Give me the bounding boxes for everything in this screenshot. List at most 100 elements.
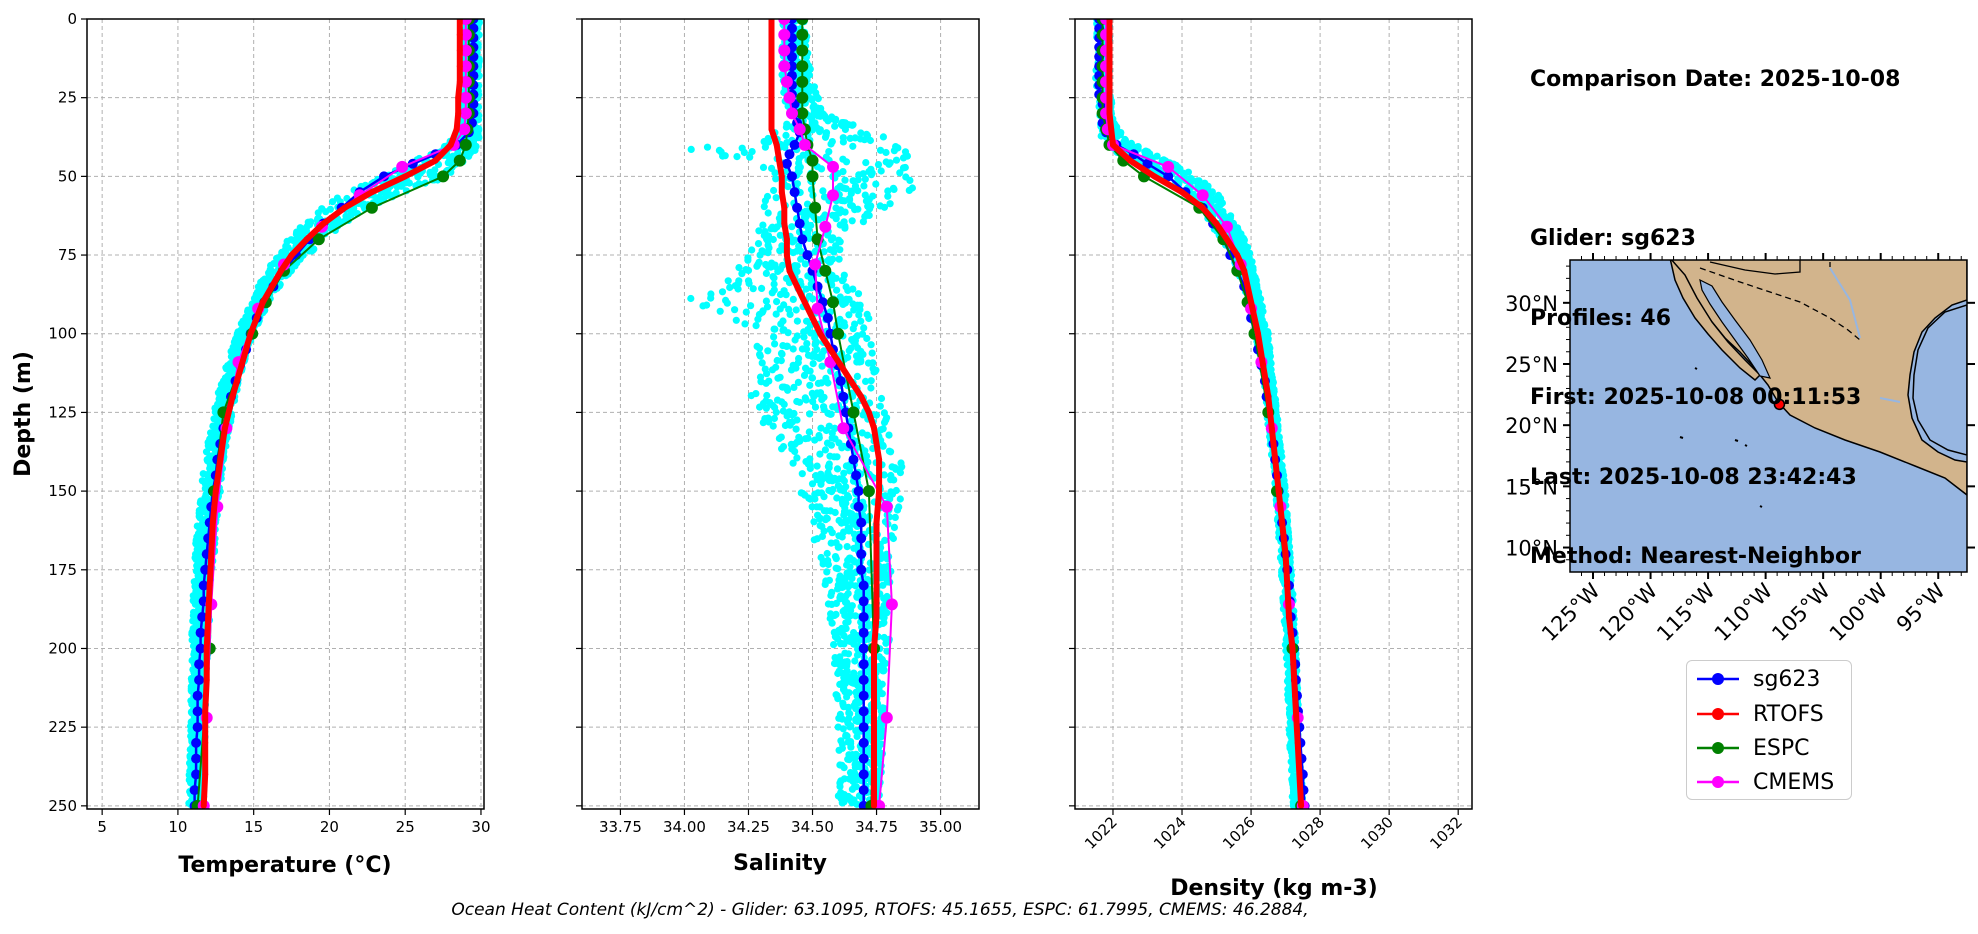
scatter-point bbox=[845, 195, 854, 203]
series-marker-rtofs bbox=[817, 330, 824, 337]
series-marker-sg623 bbox=[851, 470, 862, 481]
scatter-point bbox=[764, 249, 772, 257]
scatter-point bbox=[866, 136, 875, 145]
series-marker-rtofs bbox=[871, 677, 877, 683]
scatter-point bbox=[818, 111, 826, 119]
scatter-point bbox=[748, 246, 756, 254]
scatter-point bbox=[817, 379, 826, 387]
scatter-point bbox=[741, 320, 749, 328]
scatter-point bbox=[734, 285, 742, 293]
series-marker-cmems bbox=[459, 19, 472, 25]
scatter-point bbox=[845, 709, 853, 717]
scatter-point bbox=[889, 184, 898, 192]
scatter-point bbox=[877, 394, 886, 403]
scatter-point bbox=[841, 208, 849, 216]
series-marker-rtofs bbox=[783, 252, 790, 259]
series-marker-sg623 bbox=[191, 737, 202, 748]
series-marker-sg623 bbox=[858, 785, 869, 796]
series-marker-sg623 bbox=[853, 501, 864, 512]
scatter-point bbox=[217, 393, 225, 401]
scatter-point bbox=[803, 85, 811, 93]
x-tick-label: 5 bbox=[97, 818, 107, 836]
scatter-point bbox=[847, 738, 855, 746]
scatter-point bbox=[850, 306, 858, 314]
series-marker-cmems bbox=[459, 91, 472, 104]
scatter-point bbox=[854, 290, 863, 298]
series-marker-rtofs bbox=[202, 771, 209, 778]
scatter-point bbox=[891, 464, 899, 472]
x-tick-label: 34.75 bbox=[855, 818, 898, 836]
scatter-point bbox=[890, 147, 899, 155]
scatter-point bbox=[811, 403, 820, 411]
series-marker-rtofs bbox=[456, 31, 463, 38]
scatter-point bbox=[1233, 224, 1242, 232]
series-marker-cmems bbox=[778, 44, 791, 57]
scatter-point bbox=[851, 612, 860, 620]
scatter-point bbox=[880, 594, 888, 603]
series-marker-cmems bbox=[778, 28, 791, 41]
scatter-point bbox=[836, 761, 844, 769]
scatter-point bbox=[868, 349, 876, 357]
scatter-point bbox=[761, 143, 770, 151]
scatter-point bbox=[840, 703, 848, 711]
scatter-point bbox=[842, 731, 850, 739]
scatter-point bbox=[823, 568, 831, 576]
scatter-point bbox=[833, 634, 841, 642]
series-marker-espc bbox=[819, 264, 832, 277]
scatter-point bbox=[187, 697, 195, 705]
series-marker-sg623 bbox=[858, 722, 869, 733]
scatter-point bbox=[836, 246, 844, 254]
temperature-xlabel: Temperature (°C) bbox=[178, 853, 391, 878]
series-marker-sg623 bbox=[784, 149, 795, 160]
scatter-point bbox=[755, 258, 763, 266]
series-marker-sg623 bbox=[848, 454, 859, 465]
scatter-point bbox=[1214, 191, 1223, 199]
scatter-point bbox=[836, 315, 844, 323]
scatter-point bbox=[862, 159, 870, 167]
series-marker-sg623 bbox=[792, 202, 803, 213]
scatter-point bbox=[1121, 135, 1129, 144]
series-marker-rtofs bbox=[203, 677, 210, 683]
scatter-point bbox=[844, 286, 852, 295]
scatter-point bbox=[789, 361, 797, 369]
scatter-point bbox=[849, 300, 857, 308]
series-marker-rtofs bbox=[871, 802, 877, 809]
y-tick-label: 125 bbox=[48, 403, 77, 421]
series-marker-sg623 bbox=[812, 281, 823, 292]
scatter-point bbox=[906, 176, 914, 184]
scatter-point bbox=[839, 155, 847, 163]
scatter-point bbox=[772, 194, 780, 202]
scatter-point bbox=[770, 325, 778, 333]
scatter-point bbox=[811, 490, 819, 498]
series-marker-espc bbox=[806, 154, 819, 167]
y-tick-label: 150 bbox=[48, 482, 77, 500]
scatter-point bbox=[885, 447, 894, 455]
scatter-point bbox=[800, 333, 808, 341]
scatter-point bbox=[775, 434, 784, 443]
series-marker-sg623 bbox=[787, 23, 797, 34]
scatter-point bbox=[892, 156, 901, 164]
scatter-point bbox=[856, 301, 864, 309]
scatter-point bbox=[840, 684, 848, 693]
series-marker-cmems bbox=[458, 123, 471, 136]
scatter-point bbox=[879, 133, 888, 141]
scatter-point bbox=[815, 434, 823, 442]
series-marker-sg623 bbox=[802, 250, 813, 261]
scatter-point bbox=[771, 403, 779, 412]
scatter-point bbox=[197, 530, 205, 538]
scatter-point bbox=[820, 347, 828, 355]
temperature-ylabel: Depth (m) bbox=[11, 351, 36, 477]
scatter-point bbox=[811, 119, 819, 127]
series-marker-rtofs bbox=[200, 802, 207, 809]
scatter-point bbox=[879, 581, 887, 589]
series-marker-cmems bbox=[885, 598, 898, 611]
scatter-point bbox=[838, 533, 846, 541]
series-marker-rtofs bbox=[453, 126, 460, 133]
scatter-point bbox=[867, 341, 875, 349]
scatter-point bbox=[738, 270, 746, 278]
scatter-point bbox=[1267, 366, 1275, 374]
scatter-point bbox=[861, 175, 869, 183]
series-marker-rtofs bbox=[341, 204, 348, 211]
scatter-point bbox=[777, 349, 786, 357]
scatter-point bbox=[762, 269, 771, 277]
